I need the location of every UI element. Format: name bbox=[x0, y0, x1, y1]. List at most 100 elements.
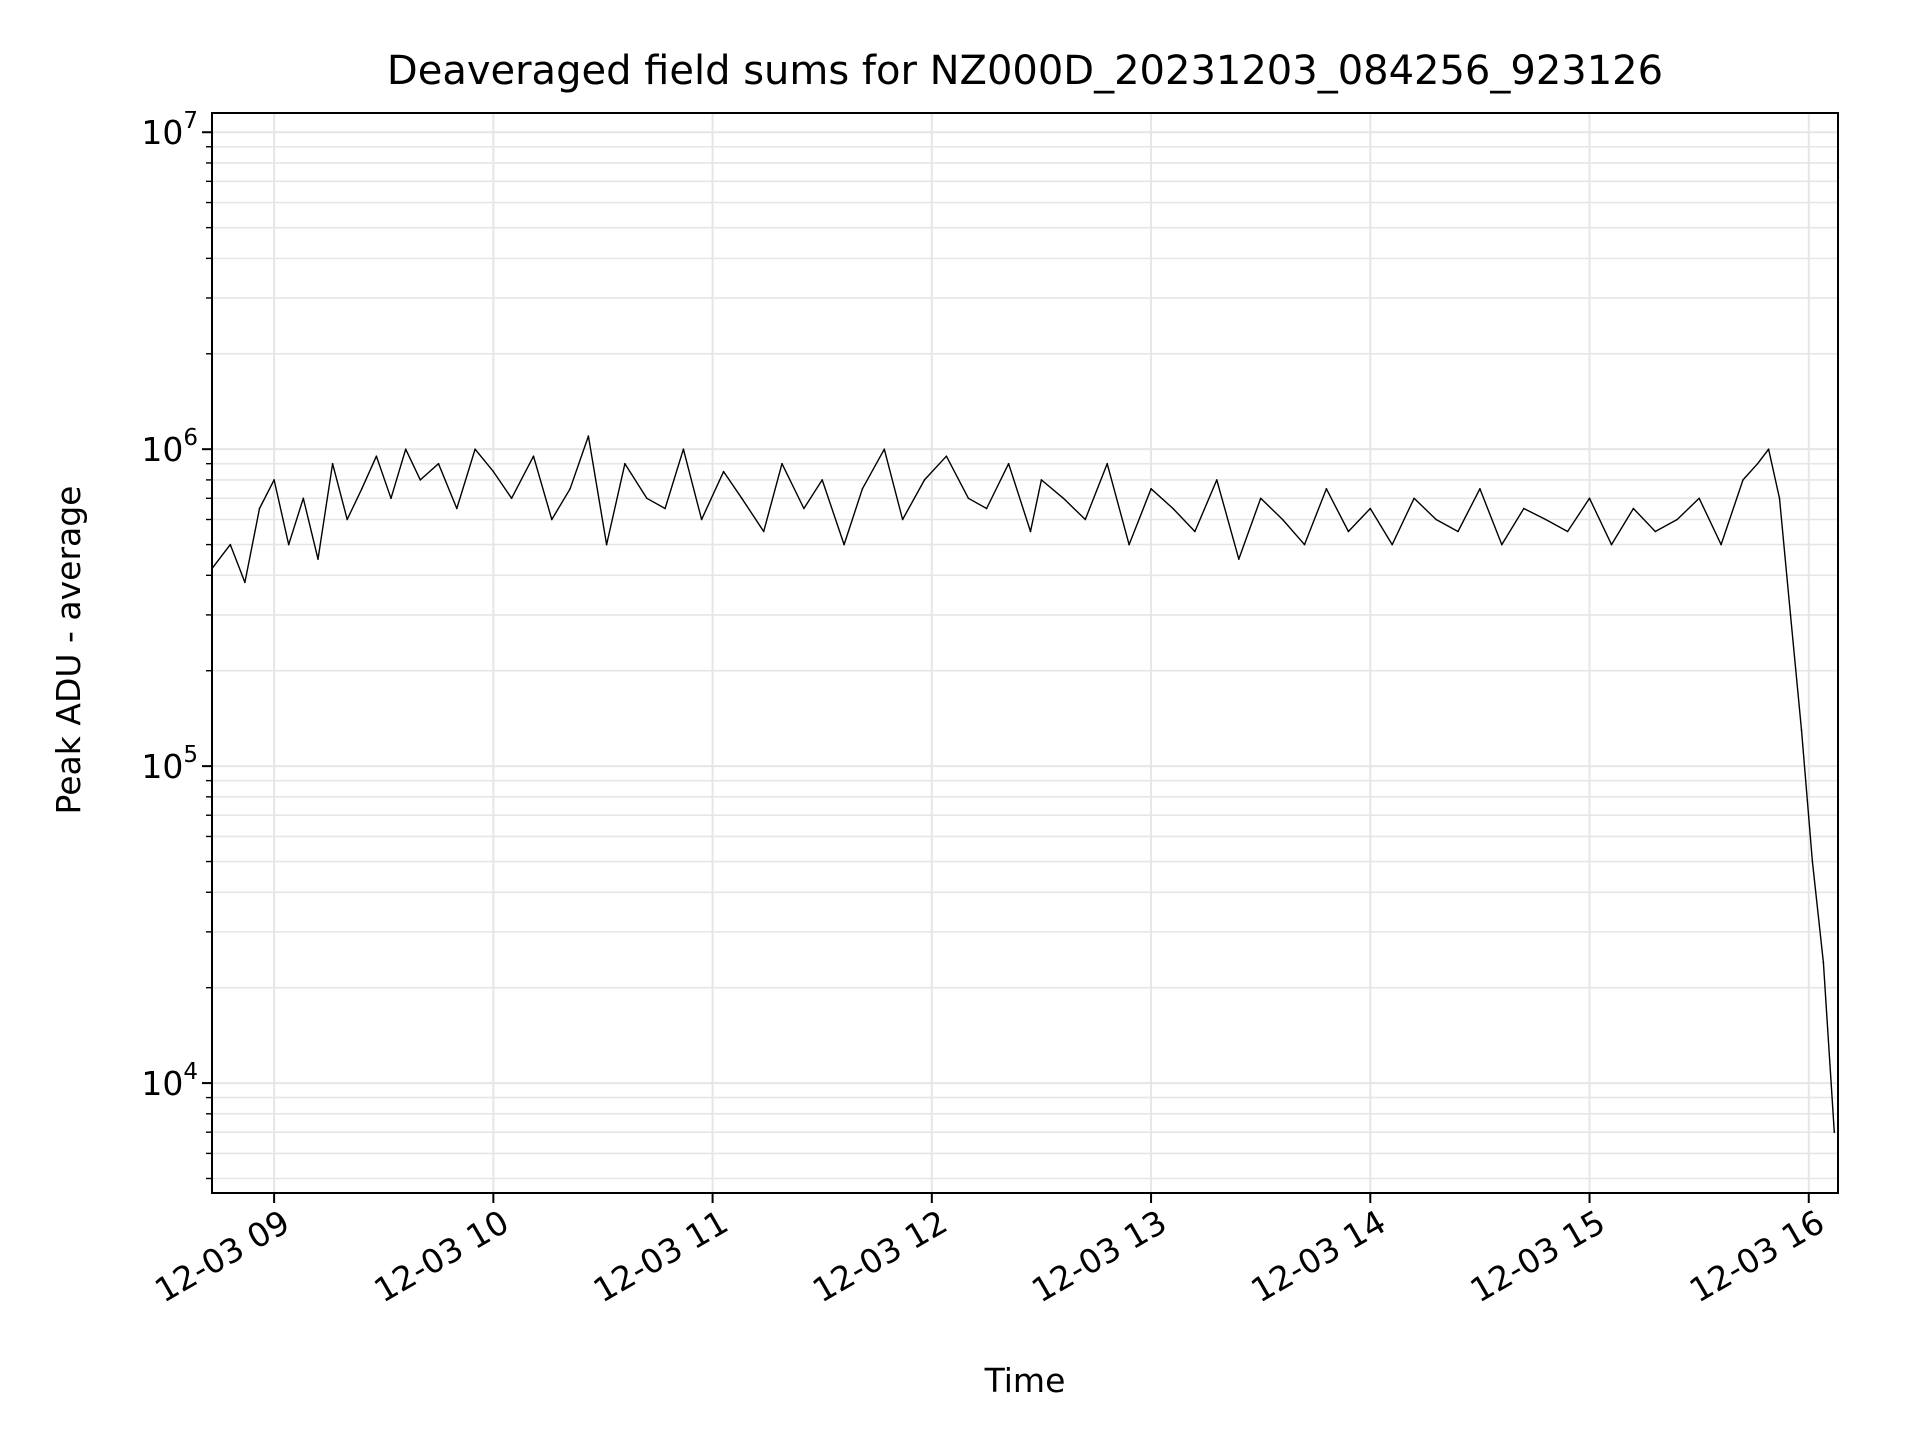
data-point bbox=[404, 448, 407, 451]
data-point bbox=[1811, 860, 1814, 863]
data-point bbox=[1588, 497, 1591, 500]
data-point bbox=[287, 543, 290, 546]
data-point bbox=[273, 479, 275, 481]
data-point bbox=[1833, 1131, 1836, 1133]
data-point bbox=[722, 470, 725, 473]
data-point bbox=[302, 497, 305, 500]
grid bbox=[212, 113, 1838, 1193]
chart-title: Deaveraged field sums for NZ000D_2023120… bbox=[387, 48, 1663, 94]
data-point bbox=[700, 518, 703, 521]
data-point bbox=[781, 462, 783, 465]
data-point bbox=[1303, 543, 1306, 546]
y-tick-label-exponent: 4 bbox=[183, 1059, 198, 1085]
data-point bbox=[1756, 462, 1759, 465]
y-axis-label: Peak ADU - average bbox=[49, 486, 88, 815]
data-point bbox=[1523, 507, 1525, 510]
data-point bbox=[1544, 518, 1547, 521]
data-point bbox=[1391, 543, 1393, 546]
data-point bbox=[437, 462, 440, 465]
data-point bbox=[1800, 729, 1803, 731]
data-point bbox=[803, 507, 805, 510]
data-point bbox=[331, 462, 334, 465]
y-tick-label-base: 10 bbox=[141, 430, 183, 469]
data-point bbox=[1194, 530, 1196, 533]
data-point bbox=[1610, 543, 1613, 546]
data-point bbox=[587, 435, 590, 437]
data-point bbox=[390, 497, 392, 500]
y-tick-label: 107 bbox=[141, 108, 198, 152]
y-tick-label: 104 bbox=[141, 1059, 198, 1103]
series-layer bbox=[211, 435, 1836, 1133]
data-point bbox=[1062, 497, 1065, 500]
y-tick-label: 106 bbox=[141, 425, 198, 469]
data-point bbox=[244, 581, 246, 584]
data-point bbox=[923, 479, 926, 481]
data-point bbox=[1128, 543, 1130, 546]
data-point bbox=[317, 558, 319, 560]
data-point bbox=[1413, 497, 1415, 500]
data-point bbox=[346, 518, 349, 521]
data-point bbox=[1029, 530, 1032, 533]
y-tick-label-base: 10 bbox=[141, 1064, 183, 1103]
data-point bbox=[532, 455, 535, 458]
data-point bbox=[1479, 488, 1481, 490]
data-point bbox=[1654, 530, 1657, 533]
data-point bbox=[945, 455, 948, 458]
data-point bbox=[741, 497, 743, 500]
data-point bbox=[1172, 507, 1174, 510]
data-point bbox=[492, 470, 495, 473]
data-point bbox=[1822, 961, 1825, 964]
x-axis-label: Time bbox=[984, 1361, 1066, 1400]
data-point bbox=[1742, 479, 1744, 481]
y-tick-label-exponent: 7 bbox=[183, 108, 198, 134]
data-point bbox=[1698, 497, 1700, 500]
data-point bbox=[1106, 462, 1108, 465]
data-point bbox=[1435, 518, 1437, 521]
data-point bbox=[883, 448, 886, 451]
data-point bbox=[1501, 543, 1503, 546]
data-point bbox=[1281, 518, 1284, 521]
data-point bbox=[1720, 543, 1722, 546]
data-point bbox=[1676, 518, 1678, 521]
data-point bbox=[1789, 614, 1792, 616]
plot-frame bbox=[211, 112, 1839, 1194]
data-point bbox=[664, 507, 666, 510]
data-point bbox=[419, 479, 422, 481]
data-point bbox=[821, 479, 823, 481]
data-point bbox=[551, 518, 553, 521]
data-point bbox=[1632, 507, 1635, 510]
data-point bbox=[474, 448, 476, 451]
data-point bbox=[682, 448, 685, 451]
data-point bbox=[258, 507, 261, 510]
data-point bbox=[762, 530, 765, 533]
data-point bbox=[1040, 479, 1043, 481]
data-point bbox=[361, 488, 363, 490]
data-point bbox=[375, 455, 378, 458]
data-point bbox=[1007, 462, 1010, 465]
data-point bbox=[1566, 530, 1569, 533]
data-point bbox=[624, 462, 626, 465]
data-point bbox=[967, 497, 970, 500]
data-point bbox=[1084, 518, 1087, 521]
data-point bbox=[229, 543, 232, 546]
data-point bbox=[1259, 497, 1262, 500]
data-point bbox=[1238, 558, 1240, 560]
y-tick-label-exponent: 5 bbox=[183, 742, 198, 768]
data-point bbox=[569, 488, 571, 490]
data-point bbox=[1778, 497, 1781, 500]
data-point bbox=[1216, 479, 1218, 481]
y-tick-label-exponent: 6 bbox=[183, 425, 198, 451]
data-point bbox=[605, 543, 608, 546]
data-point bbox=[901, 518, 904, 521]
data-point bbox=[985, 507, 988, 510]
data-point bbox=[861, 488, 864, 490]
data-point bbox=[843, 543, 845, 546]
y-tick-label: 105 bbox=[141, 742, 198, 786]
data-point bbox=[1369, 507, 1372, 510]
data-point bbox=[1347, 530, 1350, 533]
data-point bbox=[510, 497, 513, 500]
